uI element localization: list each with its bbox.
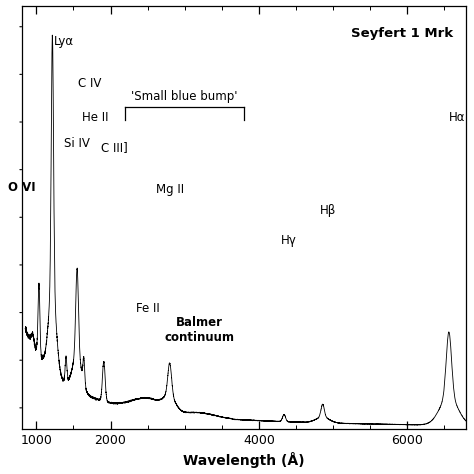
Text: Fe II: Fe II bbox=[136, 301, 159, 315]
Text: Balmer
continuum: Balmer continuum bbox=[164, 316, 235, 344]
Text: Mg II: Mg II bbox=[155, 183, 184, 196]
Text: 'Small blue bump': 'Small blue bump' bbox=[131, 90, 238, 103]
Text: He II: He II bbox=[82, 111, 108, 124]
Text: Hα: Hα bbox=[449, 111, 465, 124]
Text: Si IV: Si IV bbox=[64, 137, 90, 149]
X-axis label: Wavelength (Å): Wavelength (Å) bbox=[183, 453, 305, 468]
Text: Lyα: Lyα bbox=[54, 35, 73, 48]
Text: O VI: O VI bbox=[8, 181, 36, 194]
Text: C IV: C IV bbox=[78, 77, 101, 90]
Text: Hγ: Hγ bbox=[281, 234, 297, 247]
Text: Hβ: Hβ bbox=[319, 204, 336, 217]
Text: C III]: C III] bbox=[101, 141, 128, 154]
Text: Seyfert 1 Mrk: Seyfert 1 Mrk bbox=[351, 27, 453, 40]
